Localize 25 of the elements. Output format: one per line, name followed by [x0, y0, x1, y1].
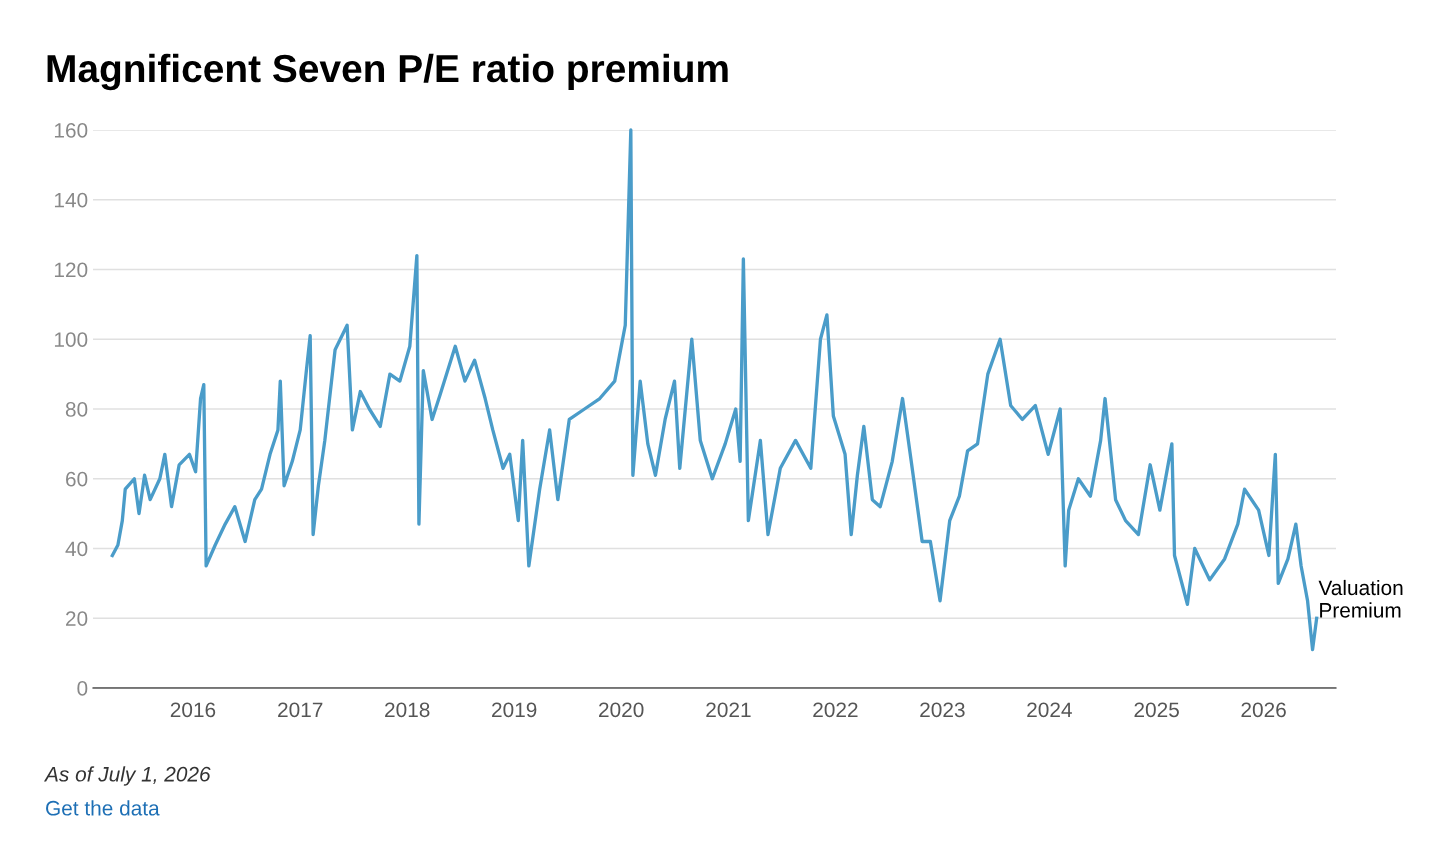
x-tick-label: 2017	[278, 702, 323, 718]
x-tick-label: 2020	[599, 702, 644, 718]
y-tick-label: 40	[65, 541, 88, 557]
series-label: Valuation Premium	[1318, 579, 1403, 618]
x-tick-label: 2023	[920, 702, 965, 718]
x-tick-label: 2024	[1027, 702, 1072, 718]
y-tick-label: 120	[54, 262, 88, 278]
x-tick-label: 2022	[813, 702, 858, 718]
y-tick-label: 20	[66, 611, 88, 626]
x-tick-label: 2018	[385, 702, 430, 718]
text: Get the data	[46, 800, 160, 816]
text: As of July 1, 2026	[43, 766, 211, 786]
y-tick-label: 0	[77, 681, 88, 696]
y-tick-label: 80	[65, 402, 88, 417]
y-tick-label: 60	[66, 471, 88, 487]
y-tick-label: 160	[54, 123, 88, 138]
x-tick-label: 2025	[1134, 702, 1179, 718]
x-tick-label: 2026	[1241, 702, 1286, 718]
y-tick-label: 140	[54, 192, 88, 208]
line-series	[110, 128, 1319, 652]
chart-title: Magnificent Seven P/E ratio premium	[47, 53, 728, 91]
y-tick-label: 100	[54, 332, 88, 347]
x-tick-label: 2019	[492, 702, 537, 718]
x-tick-label: 2016	[170, 702, 216, 718]
x-tick-label: 2021	[706, 702, 751, 718]
